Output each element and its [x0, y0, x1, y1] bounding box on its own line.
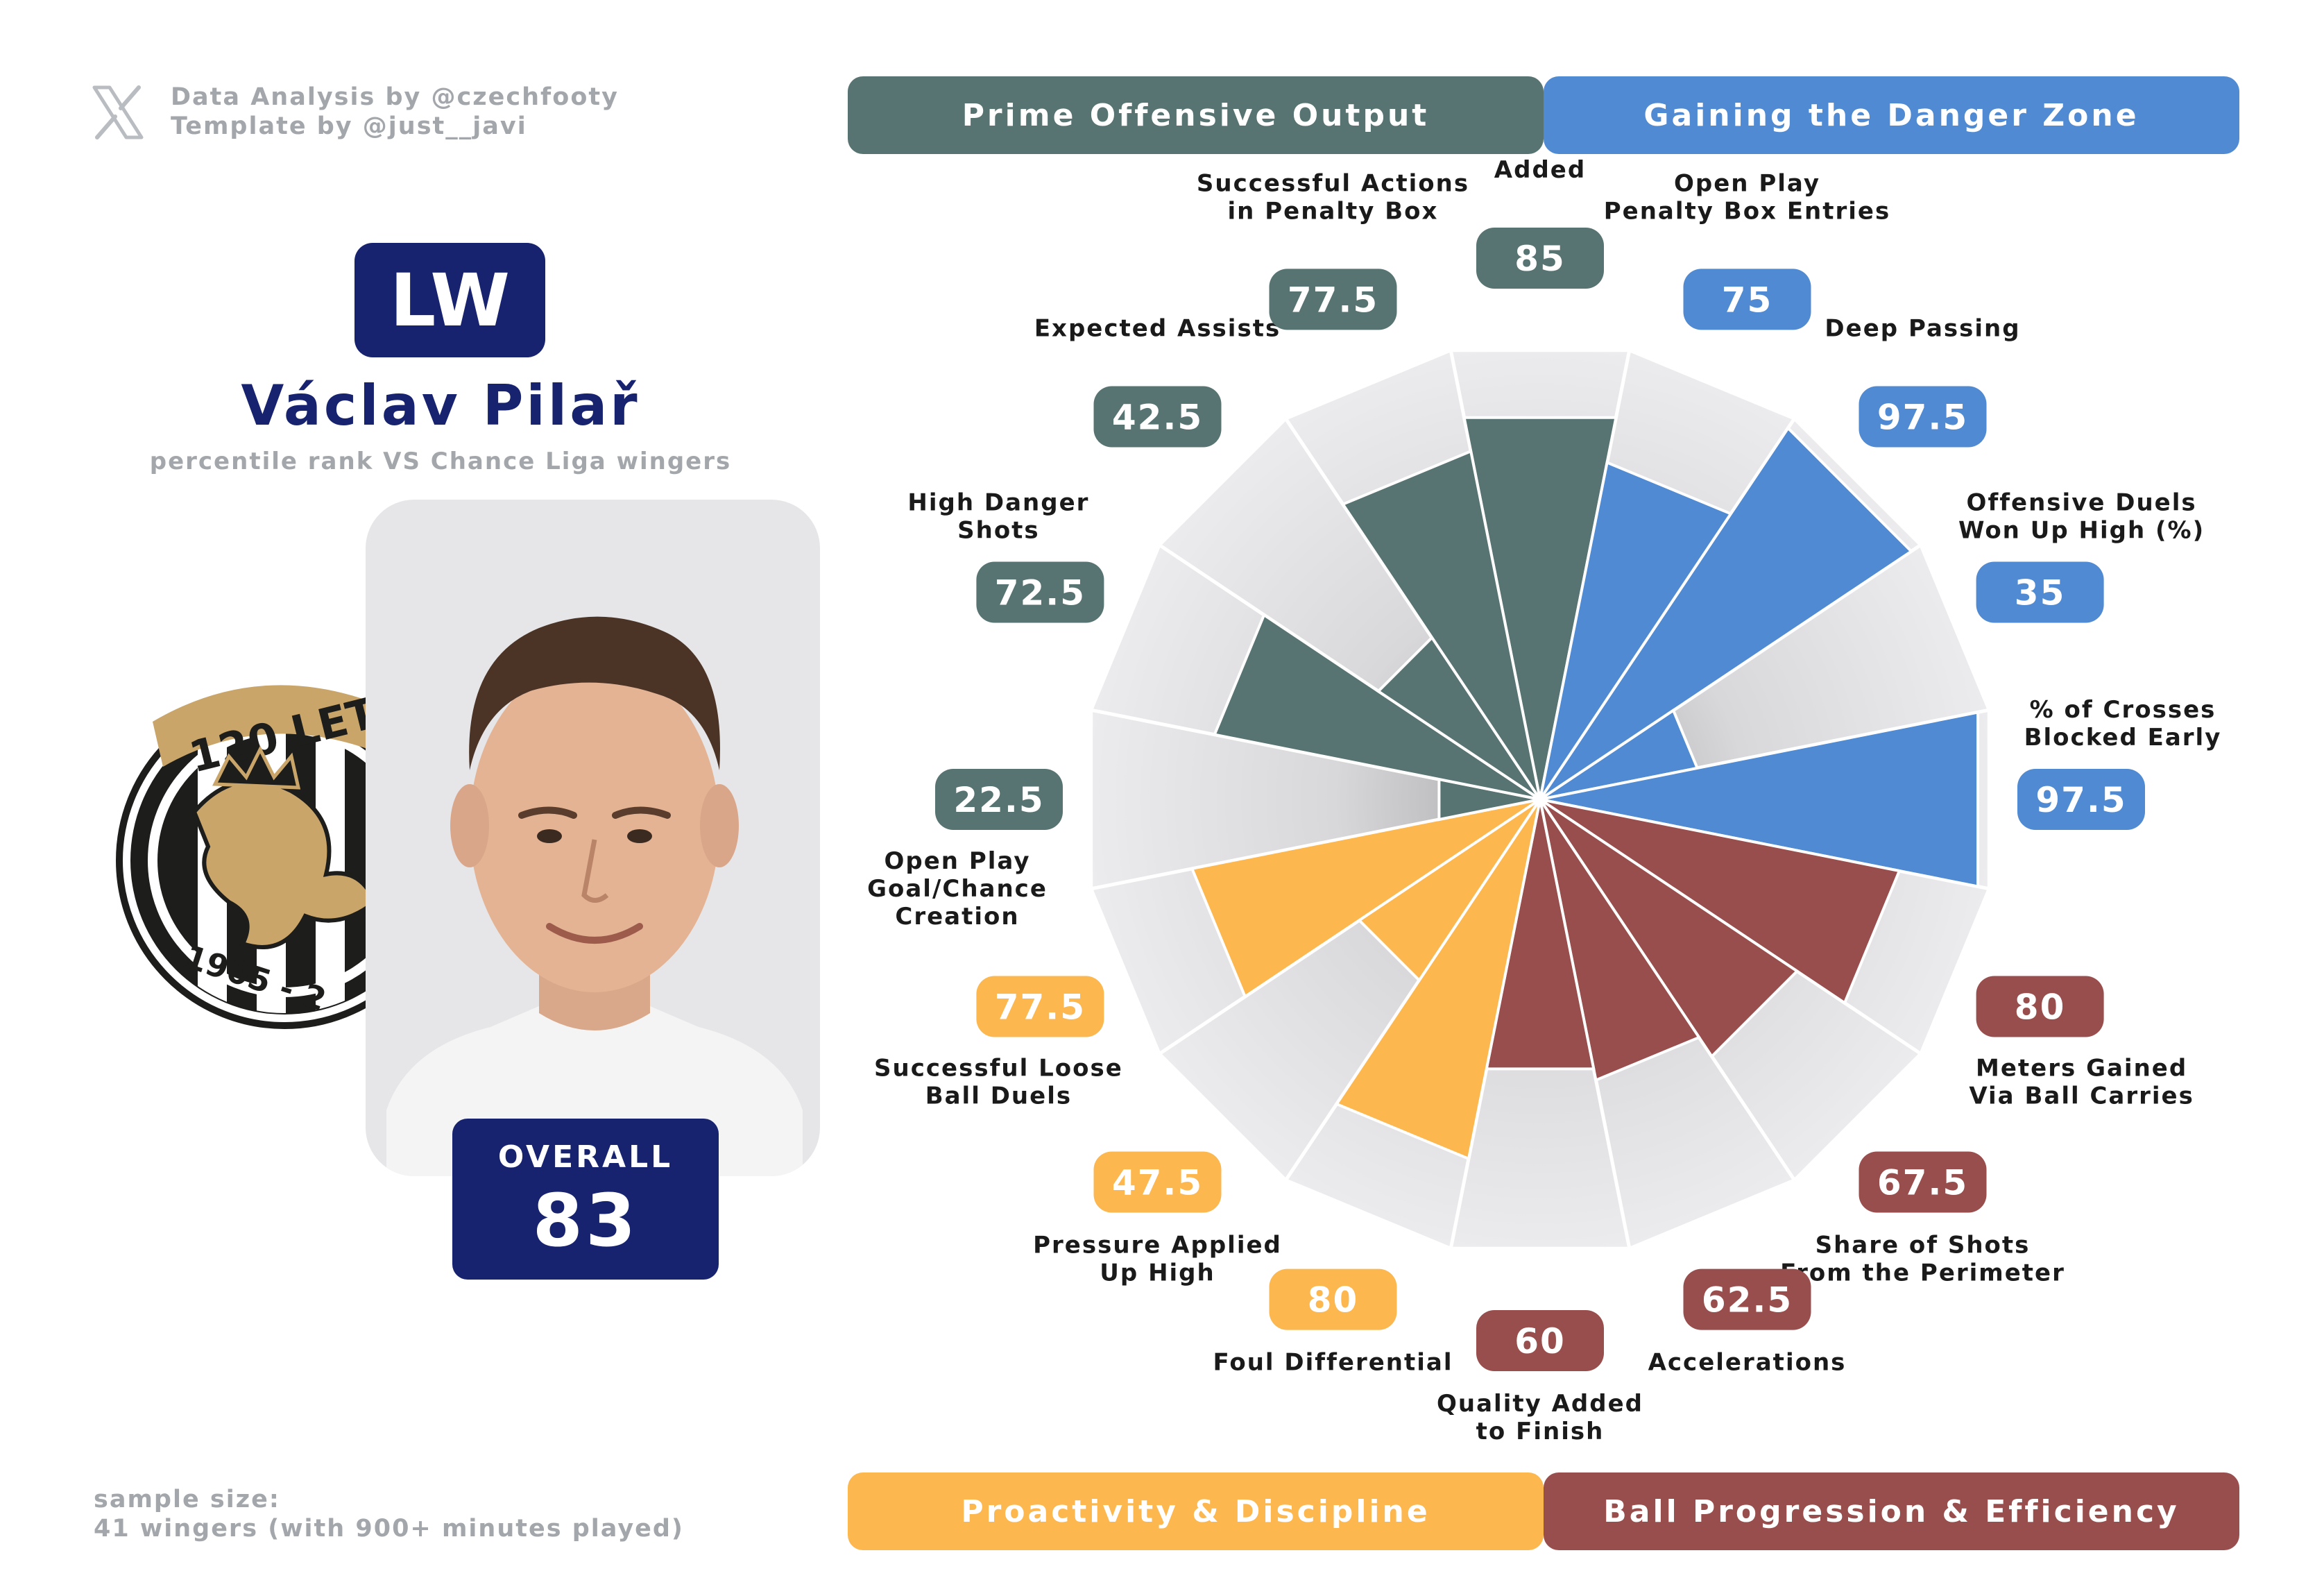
- credits: Data Analysis by @czechfooty Template by…: [90, 82, 715, 144]
- metric-label-pressure-applied-up-high-line2: Up High: [1100, 1259, 1215, 1287]
- category-gaining-danger-zone: Gaining the Danger Zone: [1544, 76, 2239, 154]
- metric-label-successful-actions-in-penalty-box-line2: in Penalty Box: [1228, 197, 1439, 225]
- value-label-expected-points-added: 85: [1514, 239, 1566, 279]
- value-label-foul-differential: 80: [1308, 1280, 1359, 1321]
- value-label-share-of-shots-from-the-perimeter: 67.5: [1877, 1163, 1968, 1203]
- value-label-of-crosses-blocked-early: 97.5: [2035, 780, 2126, 820]
- value-label-successful-loose-ball-duels: 77.5: [995, 987, 1086, 1028]
- metric-label-successful-actions-in-penalty-box-line1: Successful Actions: [1197, 169, 1469, 197]
- value-label-open-play-penalty-box-entries: 75: [1722, 280, 1773, 320]
- metric-label-open-play-goal-chance-creation-line1: Open Play: [885, 847, 1031, 875]
- bar-successful-actions-in-penalty-box: [1340, 449, 1541, 801]
- metric-label-expected-assists-line1: Expected Assists: [1034, 315, 1281, 343]
- value-label-quality-added-to-finish: 60: [1514, 1321, 1566, 1361]
- metric-label-of-crosses-blocked-early-line2: Blocked Early: [2024, 724, 2222, 752]
- metric-label-accelerations-line1: Accelerations: [1648, 1349, 1847, 1377]
- sample-size-label: sample size:: [94, 1486, 280, 1513]
- x-logo-icon: [92, 85, 144, 139]
- metric-label-share-of-shots-from-the-perimeter-line1: Share of Shots: [1815, 1232, 2031, 1259]
- category-prime-offensive-output: Prime Offensive Output: [848, 76, 1544, 154]
- subtitle: percentile rank VS Chance Liga wingers: [149, 448, 732, 475]
- overall-badge: OVERALL 83: [452, 1119, 719, 1280]
- value-pill-open-play-goal-chance-creation: [935, 769, 1063, 830]
- value-pill-deep-passing: [1859, 386, 1987, 448]
- value-pill-meters-gained-via-ball-carries: [1976, 976, 2104, 1037]
- value-pill-foul-differential: [1269, 1268, 1397, 1330]
- metric-label-quality-added-to-finish-line1: Quality Added: [1437, 1390, 1643, 1418]
- value-label-open-play-goal-chance-creation: 22.5: [953, 780, 1044, 820]
- metric-label-share-of-shots-from-the-perimeter-line2: From the Perimeter: [1780, 1259, 2065, 1287]
- metric-label-open-play-goal-chance-creation-line3: Creation: [895, 903, 1019, 931]
- player-photo-card: [366, 500, 820, 1176]
- value-pill-share-of-shots-from-the-perimeter: [1859, 1151, 1987, 1213]
- metric-label-meters-gained-via-ball-carries-line1: Meters Gained: [1976, 1055, 2187, 1083]
- overall-value: 83: [532, 1178, 639, 1263]
- metric-label-pressure-applied-up-high-line1: Pressure Applied: [1033, 1232, 1282, 1259]
- value-pill-pressure-applied-up-high: [1093, 1151, 1222, 1213]
- value-pill-accelerations: [1683, 1268, 1811, 1330]
- bar-deep-passing: [1539, 425, 1914, 801]
- value-label-expected-assists: 42.5: [1112, 398, 1203, 438]
- value-label-high-danger-shots: 72.5: [995, 573, 1086, 613]
- value-label-pressure-applied-up-high: 47.5: [1112, 1163, 1203, 1203]
- metric-label-expected-points-added-line2: Added: [1494, 160, 1586, 184]
- metric-label-successful-loose-ball-duels-line1: Successful Loose: [874, 1055, 1123, 1083]
- metric-label-offensive-duels-won-up-high-line2: Won Up High (%): [1958, 517, 2205, 545]
- value-pill-high-danger-shots: [976, 561, 1104, 623]
- sample-size-detail: 41 wingers (with 900+ minutes played): [94, 1515, 684, 1543]
- player-photo-icon: [386, 616, 803, 1176]
- radial-chart: 85Expected PointsAdded75Open PlayPenalty…: [867, 160, 2222, 1445]
- metric-label-meters-gained-via-ball-carries-line2: Via Ball Carries: [1969, 1083, 2194, 1110]
- category-ball-progression-efficiency: Ball Progression & Efficiency: [1544, 1472, 2239, 1550]
- value-pill-expected-points-added: [1476, 228, 1604, 289]
- metric-label-open-play-penalty-box-entries-line1: Open Play: [1674, 169, 1820, 197]
- metric-label-quality-added-to-finish-line2: to Finish: [1476, 1418, 1605, 1445]
- metric-label-offensive-duels-won-up-high-line1: Offensive Duels: [1967, 489, 2197, 517]
- sample-size: sample size: 41 wingers (with 900+ minut…: [94, 1485, 684, 1543]
- value-label-meters-gained-via-ball-carries: 80: [2015, 987, 2066, 1028]
- value-label-successful-actions-in-penalty-box: 77.5: [1288, 280, 1378, 320]
- value-pill-offensive-duels-won-up-high: [1976, 561, 2104, 623]
- club-crest-lion-icon: 120 LET 1905 - 2: [111, 638, 430, 1083]
- metric-label-open-play-goal-chance-creation-line2: Goal/Chance: [867, 875, 1048, 903]
- overall-label: OVERALL: [497, 1139, 674, 1175]
- value-pill-successful-loose-ball-duels: [976, 976, 1104, 1037]
- metric-label-high-danger-shots-line1: High Danger: [907, 489, 1089, 517]
- value-label-accelerations: 62.5: [1702, 1280, 1793, 1321]
- value-label-offensive-duels-won-up-high: 35: [2015, 573, 2066, 613]
- player-name: Václav Pilař: [241, 373, 640, 438]
- bar-successful-loose-ball-duels: [1190, 798, 1541, 999]
- credit-template: Template by @just__javi: [171, 112, 527, 140]
- metric-label-of-crosses-blocked-early-line1: % of Crosses: [2030, 696, 2216, 724]
- metric-label-open-play-penalty-box-entries-line2: Penalty Box Entries: [1604, 197, 1890, 225]
- value-pill-successful-actions-in-penalty-box: [1269, 269, 1397, 330]
- metric-label-high-danger-shots-line2: Shots: [957, 517, 1040, 545]
- metric-label-successful-loose-ball-duels-line2: Ball Duels: [925, 1083, 1072, 1110]
- metric-label-foul-differential-line1: Foul Differential: [1213, 1349, 1453, 1377]
- value-pill-expected-assists: [1093, 386, 1222, 448]
- metric-label-deep-passing-line1: Deep Passing: [1825, 315, 2020, 343]
- credit-data-analysis: Data Analysis by @czechfooty: [171, 83, 619, 111]
- position-badge: LW: [354, 243, 545, 357]
- value-label-deep-passing: 97.5: [1877, 398, 1968, 438]
- category-proactivity-discipline: Proactivity & Discipline: [848, 1472, 1544, 1550]
- value-pill-open-play-penalty-box-entries: [1683, 269, 1811, 330]
- value-pill-quality-added-to-finish: [1476, 1310, 1604, 1371]
- value-pill-of-crosses-blocked-early: [2017, 769, 2145, 830]
